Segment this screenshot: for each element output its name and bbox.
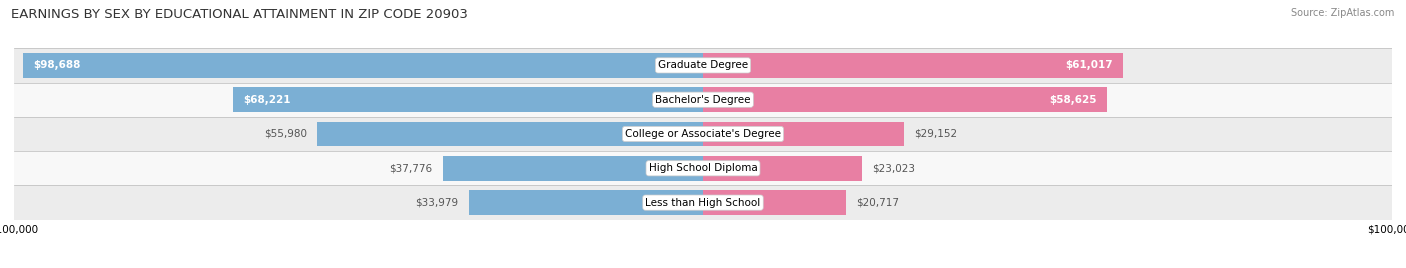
Bar [703,190,846,215]
Bar [22,53,703,78]
Bar [443,156,703,181]
Text: $20,717: $20,717 [856,198,898,208]
Bar [703,156,862,181]
Bar [703,87,1107,112]
Text: $68,221: $68,221 [243,95,291,105]
Text: Graduate Degree: Graduate Degree [658,60,748,70]
Text: $61,017: $61,017 [1066,60,1114,70]
Text: Bachelor's Degree: Bachelor's Degree [655,95,751,105]
Bar [470,190,703,215]
Bar [14,83,1392,117]
Text: Source: ZipAtlas.com: Source: ZipAtlas.com [1291,8,1395,18]
Bar [14,185,1392,220]
Text: $23,023: $23,023 [872,163,915,173]
Bar [14,117,1392,151]
Text: $37,776: $37,776 [389,163,433,173]
Bar [703,53,1123,78]
Text: $29,152: $29,152 [914,129,957,139]
Text: $58,625: $58,625 [1049,95,1097,105]
Bar [318,122,703,146]
Bar [14,151,1392,185]
Text: $33,979: $33,979 [415,198,458,208]
Text: $55,980: $55,980 [264,129,307,139]
Text: EARNINGS BY SEX BY EDUCATIONAL ATTAINMENT IN ZIP CODE 20903: EARNINGS BY SEX BY EDUCATIONAL ATTAINMEN… [11,8,468,21]
Bar [14,48,1392,83]
Text: $98,688: $98,688 [34,60,80,70]
Text: High School Diploma: High School Diploma [648,163,758,173]
Bar [703,122,904,146]
Text: College or Associate's Degree: College or Associate's Degree [626,129,780,139]
Text: Less than High School: Less than High School [645,198,761,208]
Bar [233,87,703,112]
